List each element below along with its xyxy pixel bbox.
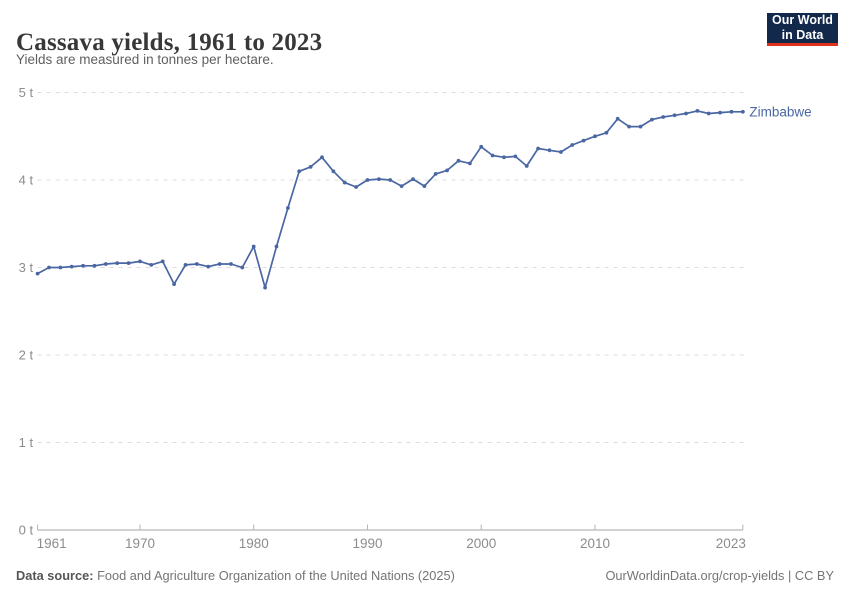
- x-axis-label-1961: 1961: [37, 536, 67, 551]
- data-point-2016: [661, 115, 666, 119]
- data-point-1980: [251, 244, 256, 249]
- data-point-2003: [513, 154, 518, 159]
- x-axis-label-2000: 2000: [466, 536, 496, 551]
- data-point-1978: [229, 262, 233, 266]
- y-axis-label-2t: 2 t: [19, 348, 34, 363]
- data-point-1974: [183, 263, 188, 267]
- data-point-1977: [217, 262, 222, 266]
- data-source-text: Food and Agriculture Organization of the…: [93, 568, 455, 583]
- data-point-1995: [422, 184, 427, 189]
- data-point-1973: [172, 282, 177, 286]
- data-point-1965: [81, 263, 85, 268]
- data-point-2007: [559, 150, 563, 154]
- data-point-1981: [263, 285, 267, 290]
- data-point-2017: [672, 113, 677, 118]
- data-point-2004: [524, 164, 529, 168]
- data-point-2001: [490, 153, 495, 158]
- data-point-1968: [115, 261, 120, 265]
- data-point-1983: [286, 206, 290, 210]
- x-axis-label-1980: 1980: [239, 536, 269, 551]
- data-source-note: Data source: Food and Agriculture Organi…: [16, 568, 455, 583]
- data-point-2012: [615, 116, 620, 121]
- data-point-2010: [593, 134, 597, 139]
- data-point-1987: [331, 169, 336, 174]
- data-point-1993: [399, 184, 404, 189]
- x-axis-label-1990: 1990: [352, 536, 382, 551]
- data-point-1998: [456, 158, 461, 163]
- data-point-1962: [47, 265, 51, 270]
- data-point-1985: [308, 165, 313, 169]
- data-point-1969: [126, 261, 131, 265]
- data-source-label: Data source:: [16, 568, 94, 583]
- data-point-2005: [536, 146, 540, 151]
- data-point-1992: [388, 178, 393, 182]
- data-point-1988: [342, 180, 347, 185]
- data-point-1970: [138, 259, 142, 264]
- data-point-2021: [718, 110, 722, 115]
- data-point-1996: [433, 172, 438, 176]
- series-line-zimbabwe[interactable]: [36, 110, 744, 289]
- owid-logo-line1: Our World: [772, 13, 833, 28]
- data-point-1999: [468, 161, 472, 166]
- chart-subtitle: Yields are measured in tonnes per hectar…: [16, 52, 274, 67]
- data-point-1963: [58, 265, 63, 270]
- data-point-1982: [274, 244, 279, 249]
- data-point-1967: [103, 262, 108, 266]
- x-axis-label-1970: 1970: [125, 536, 155, 551]
- data-point-2009: [581, 138, 586, 143]
- data-point-2019: [695, 109, 700, 113]
- data-point-1979: [240, 265, 245, 270]
- data-point-2014: [638, 124, 643, 129]
- data-point-1972: [160, 259, 165, 264]
- data-point-2011: [604, 130, 609, 135]
- data-point-1991: [377, 177, 381, 182]
- y-axis-label-3t: 3 t: [19, 260, 34, 275]
- data-point-2020: [706, 111, 711, 116]
- data-point-1961: [35, 271, 40, 276]
- chart-footer: Data source: Food and Agriculture Organi…: [16, 568, 834, 583]
- data-point-2018: [684, 111, 688, 116]
- y-axis-label-1t: 1 t: [19, 435, 34, 450]
- data-point-2023: [741, 109, 745, 114]
- data-point-1976: [206, 264, 211, 269]
- data-point-1964: [69, 264, 74, 269]
- x-axis-label-2010: 2010: [580, 536, 610, 551]
- owid-logo[interactable]: Our World in Data: [767, 13, 838, 46]
- data-point-1971: [149, 263, 154, 267]
- y-axis-label-5t: 5 t: [19, 85, 34, 100]
- data-point-1997: [445, 168, 449, 173]
- data-point-2013: [627, 124, 631, 129]
- y-axis-label-4t: 4 t: [19, 173, 34, 188]
- series-label-zimbabwe[interactable]: Zimbabwe: [749, 104, 811, 119]
- data-point-1984: [297, 169, 302, 174]
- data-point-1990: [365, 178, 370, 182]
- data-point-1994: [411, 177, 415, 182]
- line-chart-canvas: 0 t 1 t 2 t 3 t 4 t 5 t 1961 1970 1980 1990 2000 20…: [19, 85, 812, 551]
- data-point-1989: [354, 185, 358, 189]
- data-point-2000: [479, 144, 484, 149]
- page-title: Cassava yields, 1961 to 2023: [16, 28, 323, 56]
- data-point-2006: [547, 148, 552, 153]
- credit-link[interactable]: OurWorldinData.org/crop-yields | CC BY: [605, 568, 834, 583]
- data-point-1966: [92, 263, 97, 268]
- data-point-1986: [320, 155, 324, 160]
- data-point-2015: [650, 117, 654, 122]
- y-axis-label-0t: 0 t: [19, 523, 34, 538]
- data-point-1975: [194, 262, 199, 266]
- data-point-2008: [570, 143, 575, 147]
- data-point-2022: [729, 109, 734, 114]
- owid-logo-line2: in Data: [781, 28, 824, 42]
- data-point-2002: [502, 155, 506, 160]
- x-axis-label-2023: 2023: [716, 536, 746, 551]
